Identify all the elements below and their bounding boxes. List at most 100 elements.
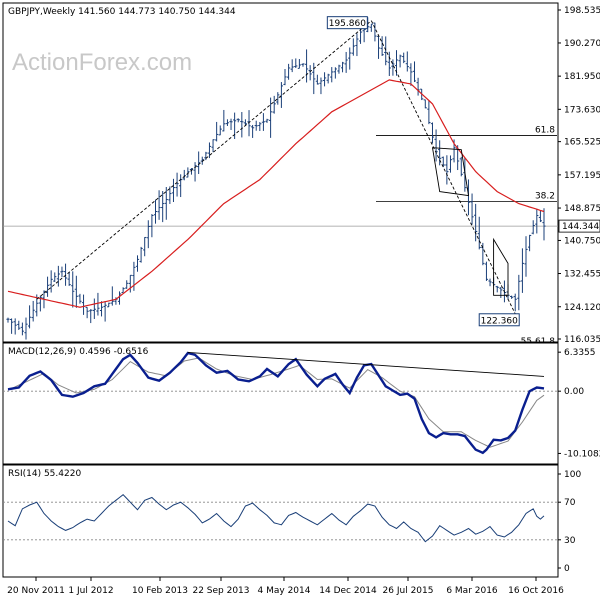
ohlc-bar: [143, 236, 147, 257]
ohlc-bar: [308, 65, 312, 81]
ohlc-bar: [164, 186, 168, 220]
ohlc-bar: [157, 190, 161, 220]
ohlc-bar: [384, 36, 388, 66]
fibonacci-levels: 61.8 38.2 55.61.8: [3, 126, 558, 347]
ohlc-bar: [78, 293, 82, 304]
ohlc-bar: [45, 276, 50, 297]
ohlc-bar: [402, 52, 406, 64]
ohlc-bar: [423, 99, 427, 109]
ohlc-bar: [150, 214, 154, 238]
ohlc-bar: [470, 193, 474, 225]
ohlc-bar: [484, 261, 489, 281]
ohlc-bar: [387, 51, 391, 76]
ohlc-bar: [67, 271, 71, 286]
price-axis-label: 190.270: [564, 39, 600, 49]
price-axis-label: 124.120: [564, 303, 600, 313]
ohlc-bar: [229, 118, 233, 130]
ohlc-bar: [225, 119, 230, 126]
ohlc-bar: [20, 322, 24, 336]
macd-trendline: [187, 351, 545, 377]
ohlc-bar: [488, 278, 492, 287]
price-header: GBPJPY,Weekly 141.560 144.773 140.750 14…: [8, 7, 236, 17]
ohlc-bar: [265, 118, 269, 123]
ohlc-bar: [499, 287, 503, 298]
time-axis-label: 1 Jul 2012: [68, 586, 113, 596]
price-axis: 198.535 190.270 181.950 173.630 165.525 157.1…: [558, 6, 600, 345]
ohlc-bar: [531, 220, 535, 235]
ohlc-bar: [254, 120, 258, 131]
ohlc-bar: [524, 236, 528, 277]
ohlc-bar: [538, 210, 543, 223]
ohlc-bar: [107, 302, 111, 308]
rsi-panel: [2, 464, 559, 578]
ohlc-bar: [276, 92, 280, 105]
rsi-line: [7, 494, 545, 543]
fib-partial-label: 55.61.8: [521, 337, 556, 347]
ohlc-bar: [175, 172, 179, 197]
fib-level-label: 38.2: [535, 192, 555, 202]
price-overlays: 195.860 122.360: [7, 16, 545, 327]
ohlc-bar: [240, 112, 244, 138]
price-annotation-label: 195.860: [329, 19, 366, 29]
ohlc-bar: [218, 125, 222, 136]
price-axis-label: 165.525: [564, 138, 600, 148]
ohlc-bar: [215, 121, 219, 142]
price-panel: [2, 2, 559, 343]
rsi-label: RSI(14) 55.4220: [8, 469, 81, 479]
ohlc-bar: [186, 167, 190, 178]
ohlc-bar: [304, 49, 309, 83]
ohlc-bar: [27, 305, 32, 329]
ohlc-bar: [243, 119, 248, 126]
time-axis-label: 10 Feb 2013: [132, 586, 188, 596]
ohlc-bar: [125, 280, 129, 289]
macd-axis-label: 6.3355: [564, 348, 596, 358]
macd-axis: 6.3355 0.00 -10.1082: [558, 348, 600, 459]
price-axis-label: 116.035: [564, 335, 600, 345]
time-axis-label: 4 May 2014: [258, 586, 311, 596]
ohlc-bar: [204, 151, 208, 161]
ohlc-bar: [513, 293, 517, 312]
ohlc-bar: [103, 301, 107, 322]
ohlc-bar: [261, 113, 266, 131]
ohlc-bar: [71, 271, 75, 308]
ohlc-bar: [369, 23, 373, 32]
ohlc-bar: [409, 63, 413, 86]
time-axis-label: 20 Nov 2011: [7, 586, 65, 596]
ohlc-bar: [517, 274, 521, 311]
ohlc-bar: [6, 317, 10, 323]
rsi-axis-label: 30: [564, 536, 576, 546]
ohlc-bar: [171, 178, 176, 202]
ohlc-bar: [56, 265, 60, 287]
ohlc-bar: [89, 309, 93, 324]
ohlc-bar: [74, 275, 78, 308]
ohlc-bar: [99, 301, 104, 317]
ohlc-bar: [189, 168, 194, 175]
ohlc-bar: [535, 208, 539, 234]
macd-axis-label: 0.00: [564, 387, 584, 397]
ohlc-bar: [121, 287, 125, 294]
ohlc-bar: [110, 286, 114, 306]
rsi-axis-label: 0: [564, 564, 570, 574]
macd-lines: [3, 351, 558, 455]
price-axis-label: 148.875: [564, 204, 600, 214]
watermark: ActionForex.com: [12, 49, 192, 76]
ohlc-bar: [258, 122, 262, 132]
price-axis-label: 140.750: [564, 236, 600, 246]
rsi-axis-label: 70: [564, 498, 576, 508]
ohlc-bar: [495, 285, 499, 293]
ohlc-bar: [427, 100, 431, 125]
price-axis-label: 157.195: [564, 171, 600, 181]
time-axis-label: 16 Oct 2016: [508, 586, 564, 596]
ohlc-bar: [301, 63, 305, 67]
ohlc-bar: [269, 97, 273, 138]
ohlc-bar: [60, 266, 64, 278]
sma-line: [7, 79, 545, 308]
ohlc-bar: [139, 246, 143, 263]
ohlc-bar: [520, 248, 525, 293]
ohlc-bar: [272, 95, 276, 114]
price-axis-label: 132.455: [564, 270, 600, 280]
ohlc-bar: [17, 320, 21, 330]
ohlc-bar: [146, 220, 150, 249]
ohlc-bar: [85, 306, 89, 319]
ohlc-bar: [283, 68, 287, 86]
